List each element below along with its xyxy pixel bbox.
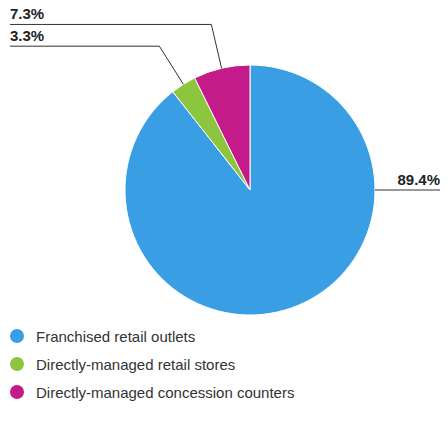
- html-text:Directly-managed retail stores: Directly-managed retail stores: [36, 355, 236, 373]
- html-text:Franchised retail outlets: Franchised retail outlets: [36, 327, 196, 345]
- html-text:Directly-managed concession co: Directly-managed concession counters: [36, 383, 295, 401]
- svg-text:7.3%: 7.3%: [10, 5, 44, 22]
- svg-text:89.4%: 89.4%: [397, 171, 440, 188]
- svg-text:3.3%: 3.3%: [10, 27, 44, 44]
